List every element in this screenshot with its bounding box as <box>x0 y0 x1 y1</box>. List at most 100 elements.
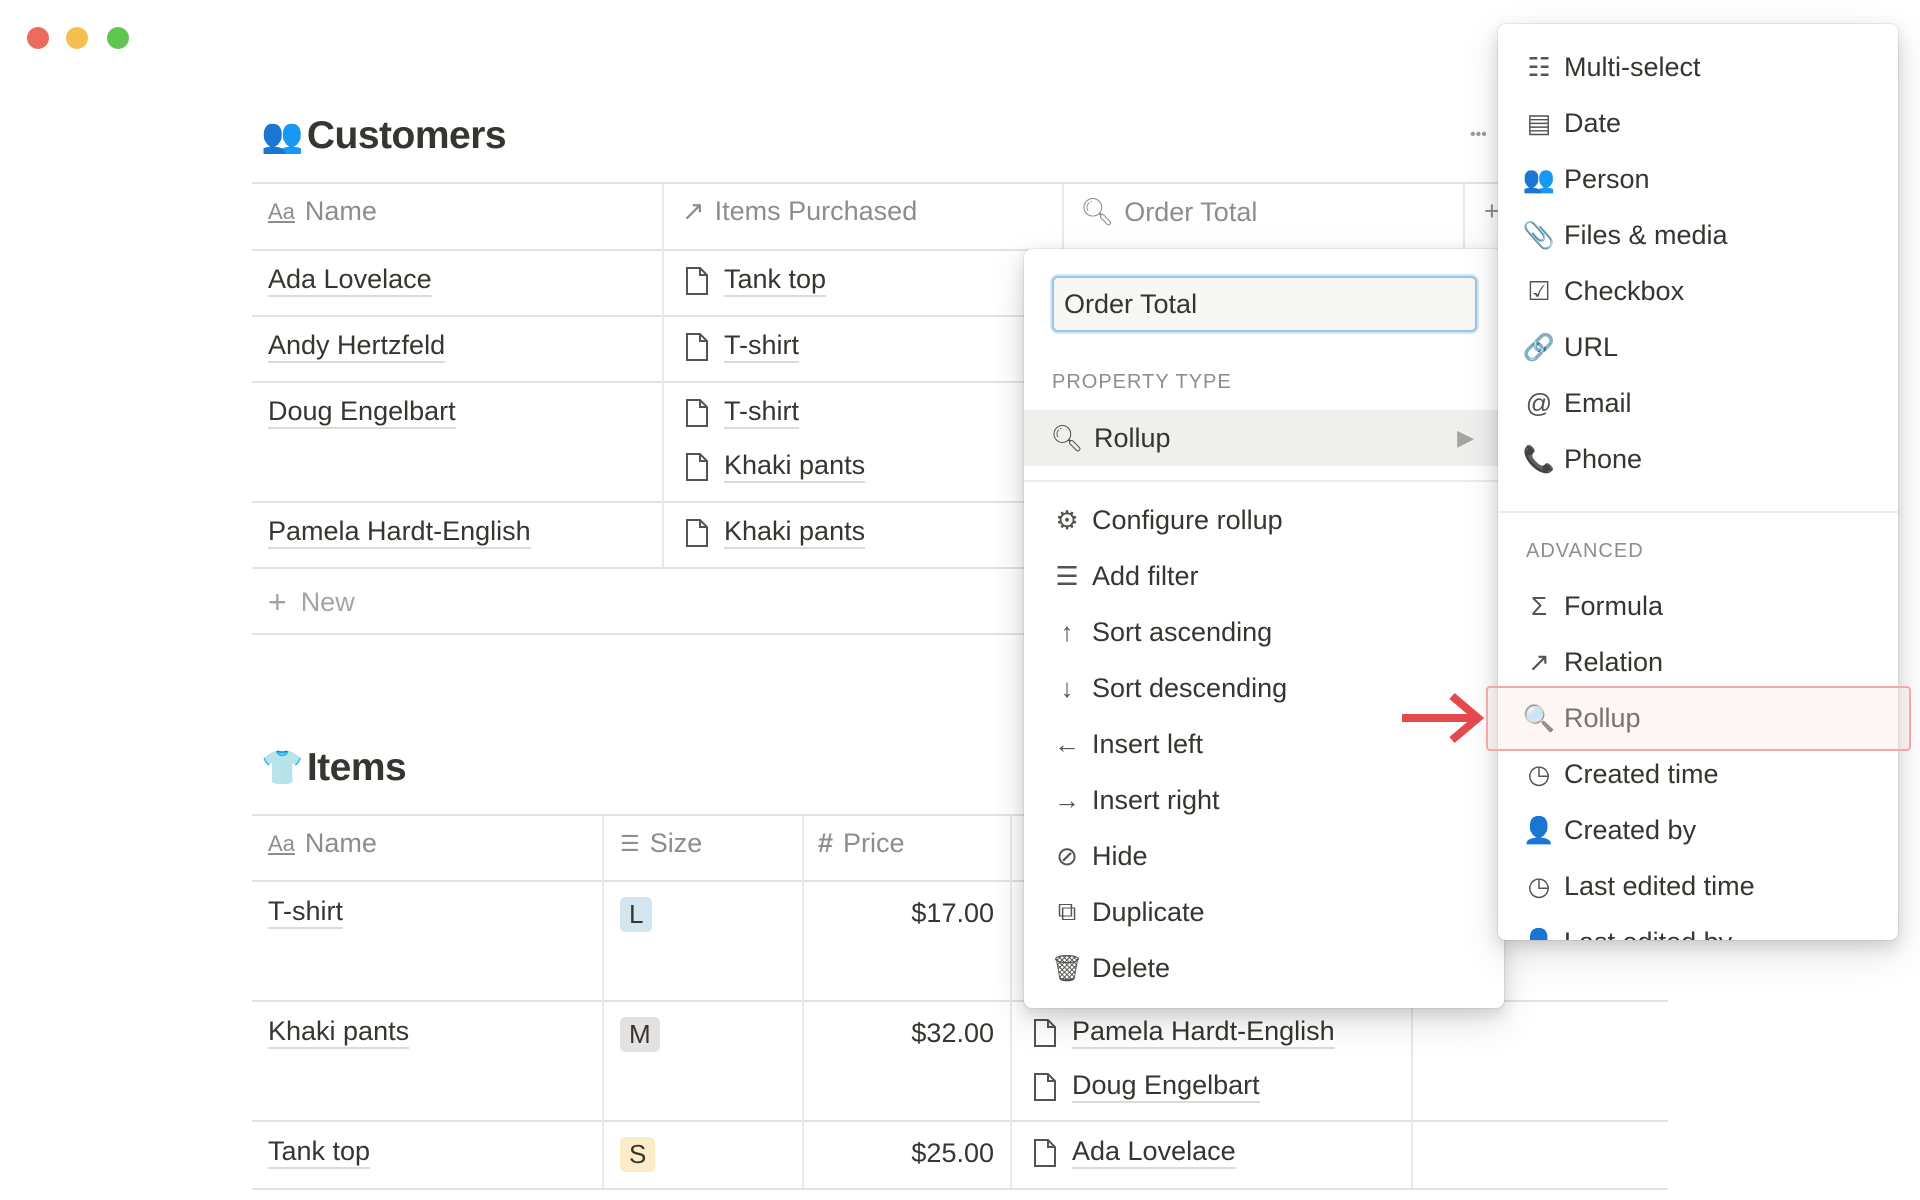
menu-item[interactable]: ◷ Created time <box>1498 746 1898 802</box>
customers-title: 👥 Customers <box>261 114 507 157</box>
price: $25.00 <box>911 1138 994 1168</box>
menu-item[interactable]: @ Email <box>1498 375 1898 431</box>
menu-item[interactable]: → Insert right <box>1024 772 1504 828</box>
column-header-name[interactable]: Aa Name <box>268 196 377 226</box>
menu-item[interactable]: ↓ Sort descending <box>1024 660 1504 716</box>
property-type-select[interactable]: 🔍︎ Rollup ▶ <box>1024 410 1504 466</box>
size-tag: S <box>620 1137 656 1172</box>
page-icon <box>686 266 708 295</box>
menu-item[interactable]: ▤ Date <box>1498 95 1898 151</box>
price: $17.00 <box>911 898 994 928</box>
customer-name[interactable]: Ada Lovelace <box>268 264 432 298</box>
property-menu: PROPERTY TYPE 🔍︎ Rollup ▶ ⚙Configure rol… <box>1024 249 1504 1008</box>
text-type-icon: Aa <box>268 830 295 856</box>
customer-name[interactable]: Pamela Hardt-English <box>268 516 531 550</box>
size-tag: M <box>620 1017 660 1052</box>
menu-item[interactable]: 👥 Person <box>1522 163 1650 194</box>
item-link[interactable]: Khaki pants <box>684 516 866 550</box>
new-row-button[interactable]: + New <box>268 584 355 620</box>
menu-item[interactable]: 🔗 URL <box>1522 331 1619 362</box>
menu-item[interactable]: ☑ Checkbox <box>1498 263 1898 319</box>
t-shirt-icon: 👕 <box>261 749 303 787</box>
menu-item[interactable]: ⊘ Hide <box>1024 828 1504 884</box>
checkbox-icon: ☑ <box>1527 275 1551 306</box>
rollup-highlight <box>1486 686 1911 751</box>
menu-item[interactable]: 📎 Files & media <box>1522 219 1728 250</box>
rollup-icon: 🔍 <box>1522 702 1556 733</box>
add-column-button[interactable]: + <box>1484 196 1500 227</box>
customer-name[interactable]: Doug Engelbart <box>268 396 456 430</box>
menu-item[interactable]: 👤 Created by <box>1522 814 1697 845</box>
relation-icon: ↗ <box>1528 646 1550 677</box>
last-edited-by-icon: 👤 <box>1522 927 1556 941</box>
item-link[interactable]: T-shirt <box>684 330 800 364</box>
menu-item[interactable]: ⚙ Configure rollup <box>1024 492 1504 548</box>
page-icon <box>686 452 708 481</box>
menu-item[interactable]: 👤Last edited by <box>1498 914 1898 941</box>
item-link[interactable]: Khaki pants <box>684 450 866 484</box>
menu-item[interactable]: ⧉ Duplicate <box>1024 884 1504 940</box>
window-close-button[interactable] <box>27 27 49 49</box>
menu-item[interactable]: 🗑 Delete <box>1050 952 1171 983</box>
pointer-arrow-icon <box>1396 688 1486 748</box>
column-header-name[interactable]: Aa Name <box>268 828 377 858</box>
date-icon: ▤ <box>1526 107 1552 138</box>
item-name[interactable]: Tank top <box>268 1136 371 1170</box>
item-link[interactable]: T-shirt <box>684 396 800 430</box>
advanced-label: ADVANCED <box>1526 540 1644 562</box>
customer-link[interactable]: Pamela Hardt-English <box>1032 1016 1335 1050</box>
menu-item[interactable]: ☰ Add filter <box>1024 548 1504 604</box>
menu-item[interactable]: Σ Formula <box>1498 578 1898 634</box>
chevron-right-icon: ▶ <box>1457 425 1474 450</box>
menu-item[interactable]: 📞 Phone <box>1522 443 1643 474</box>
window-minimize-button[interactable] <box>66 27 88 49</box>
column-header-price[interactable]: # Price <box>818 828 905 858</box>
customer-link[interactable]: Ada Lovelace <box>1032 1136 1236 1170</box>
page-icon <box>1034 1138 1056 1167</box>
item-name[interactable]: Khaki pants <box>268 1016 410 1050</box>
more-options-button[interactable]: ••• <box>1470 126 1487 143</box>
menu-item[interactable]: ↑ Sort ascending <box>1024 604 1504 660</box>
item-link[interactable]: Tank top <box>684 264 827 298</box>
list-icon: ☰ <box>620 830 640 856</box>
url-icon: 🔗 <box>1522 331 1556 362</box>
eye-off-icon: ⊘ <box>1056 840 1078 871</box>
menu-item[interactable]: ☷ Multi-select <box>1498 39 1898 95</box>
last-edited-time-icon: ◷ <box>1527 870 1551 901</box>
column-header-items-purchased[interactable]: ↗ Items Purchased <box>682 196 918 226</box>
items-title: 👕 Items <box>261 746 407 789</box>
column-header-order-total[interactable]: 🔍︎ Order Total <box>1080 196 1258 228</box>
window-zoom-button[interactable] <box>107 27 129 49</box>
created-time-icon: ◷ <box>1527 758 1551 789</box>
arrow-left-icon: ← <box>1054 728 1080 759</box>
customer-name[interactable]: Andy Hertzfeld <box>268 330 446 364</box>
property-name-input[interactable] <box>1052 276 1477 332</box>
plus-icon: + <box>268 584 287 620</box>
created-by-icon: 👤 <box>1522 814 1556 845</box>
property-type-label: PROPERTY TYPE <box>1052 371 1232 393</box>
page-icon <box>1034 1018 1056 1047</box>
phone-icon: 📞 <box>1522 443 1556 474</box>
arrow-up-icon: ↑ <box>1060 616 1074 647</box>
formula-icon: Σ <box>1530 590 1548 621</box>
multi-select-icon: ☷ <box>1527 51 1551 82</box>
item-name[interactable]: T-shirt <box>268 896 344 930</box>
person-icon: 👥 <box>1522 163 1556 194</box>
page-icon <box>1034 1072 1056 1101</box>
column-header-size[interactable]: ☰ Size <box>620 828 703 858</box>
menu-item[interactable]: ◷ Last edited time <box>1498 858 1898 914</box>
relation-icon: ↗ <box>682 196 705 226</box>
menu-item[interactable]: ← Insert left <box>1024 716 1504 772</box>
files-media-icon: 📎 <box>1522 219 1556 250</box>
busts-icon: 👥 <box>261 117 303 155</box>
customer-link[interactable]: Doug Engelbart <box>1032 1070 1260 1104</box>
gear-icon: ⚙ <box>1055 504 1079 535</box>
price: $32.00 <box>911 1018 994 1048</box>
filter-icon: ☰ <box>1055 560 1079 591</box>
search-icon: 🔍︎ <box>1080 197 1115 227</box>
menu-item[interactable]: ↗ Relation <box>1498 634 1898 690</box>
page-icon <box>686 332 708 361</box>
property-type-menu: ☷ Multi-select ▤ Date 👥 Person 📎 Files & media ☑… <box>1498 24 1898 940</box>
menu-item[interactable]: 🔍 Rollup <box>1522 702 1641 733</box>
duplicate-icon: ⧉ <box>1057 896 1077 926</box>
